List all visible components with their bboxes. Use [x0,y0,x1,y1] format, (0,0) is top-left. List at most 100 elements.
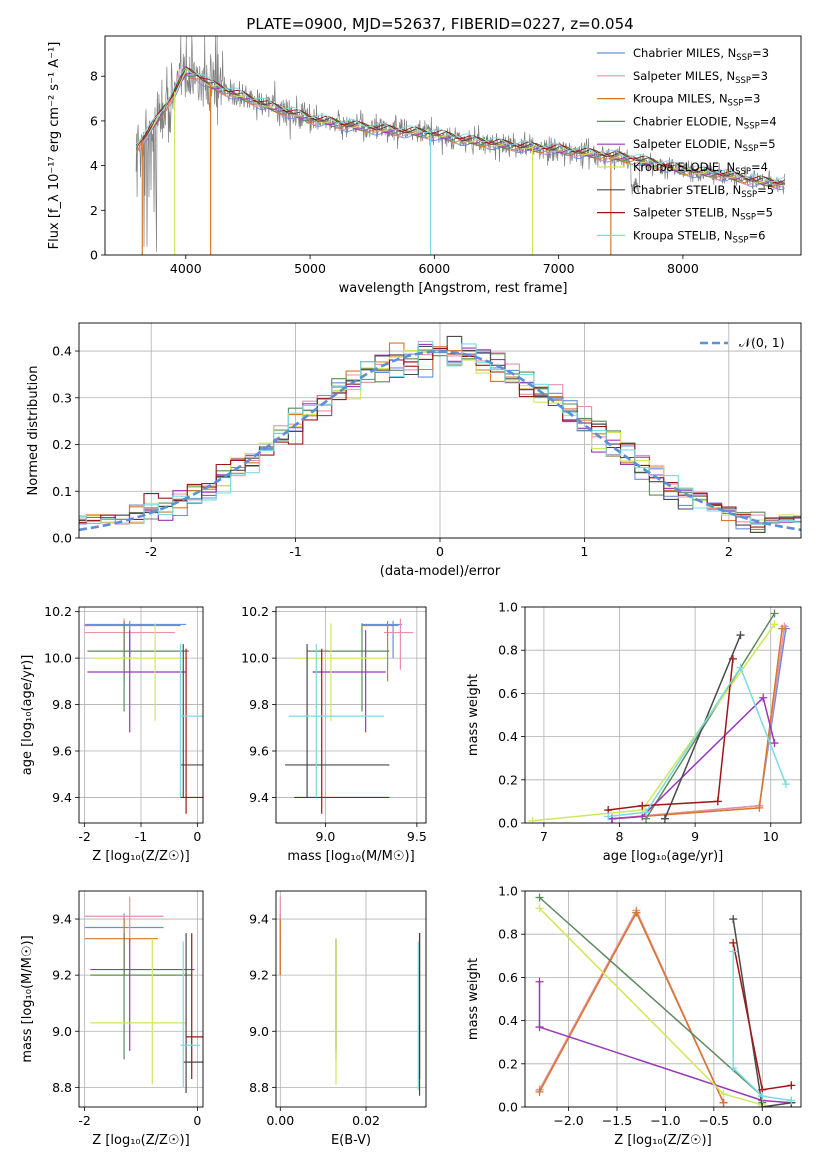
x-tick-label: 5000 [294,261,326,276]
panel-mass-vs-EBV: 0.00 0.02 8.8 9.0 9.2 9.4 E(B-V) [249,890,427,1148]
legend-label-salpeter-elodie: Salpeter ELODIE, NSSP=5 [633,137,776,154]
x-tick-label: 0 [436,544,444,559]
y-tick-label: 9.2 [249,968,269,983]
legend-label-chabrier-miles: Chabrier MILES, NSSP=3 [633,46,769,63]
errorbar-chabrier-elodie [87,623,189,712]
errorbar-salpeter-elodie [90,938,195,1051]
series-point-marker [728,654,737,663]
series-line [538,910,725,1104]
series-salpeter-stelib [604,654,737,815]
axes-frame [78,322,802,539]
x-axis-label: mass [log₁₀(M/M☉)] [287,849,414,864]
errorbar-salpeter-stelib [294,648,390,814]
x-tick-label: 9.5 [407,829,427,844]
legend-label-kroupa-miles: Kroupa MILES, NSSP=3 [633,92,760,109]
normal-distribution-curve [79,350,801,532]
x-tick-label: 0.02 [352,1113,380,1128]
series-chabrier-elodie [535,893,767,1107]
series-kroupa-stelib [604,663,790,821]
legend-label-main: Chabrier STELIB, N [633,183,741,197]
x-tick-label: 0.0 [752,1113,772,1128]
y-tick-label: 9.8 [52,697,72,712]
legend-label-kroupa-stelib: Kroupa STELIB, NSSP=6 [633,228,765,245]
y-tick-label: 9.2 [52,968,72,983]
series-salpeter-miles [535,906,728,1107]
series-point-marker [604,812,613,821]
legend-label-salpeter-miles: Salpeter MILES, NSSP=3 [633,69,768,86]
series-line [539,896,764,1103]
series-line [608,658,734,811]
legend-label-chabrier-elodie: Chabrier ELODIE, NSSP=4 [633,114,777,131]
plot-area [135,36,786,255]
series-line [645,613,776,820]
model-line-chabrier-elodie [135,74,785,187]
series-kroupa-stelib [729,947,796,1105]
legend-label-subscript: SSP [744,121,760,131]
series-line [664,634,742,819]
series-line [611,628,787,820]
y-tick-label: 0.0 [52,531,72,546]
axes-frame [275,606,427,824]
legend-label-main: Salpeter MILES, N [633,69,735,83]
plot-area [84,618,203,814]
errorbar-kroupa-stelib [179,644,203,798]
legend-label-chabrier-stelib: Chabrier STELIB, NSSP=5 [633,183,774,200]
legend-label-subscript: SSP [735,167,751,177]
axes-frame [524,606,802,824]
model-line-salpeter-stelib [135,65,786,184]
x-tick-label: 0 [193,829,201,844]
series-point-marker [787,1096,796,1105]
y-tick-label: 10.0 [241,651,269,666]
y-tick-label: 4 [90,158,98,173]
axes-frame [78,890,204,1108]
series-line [608,665,787,818]
errorbar-kroupa-elodie [93,623,187,721]
panel-residuals: -2 -1 0 1 2 0.0 0.1 0.2 0.3 0.4 (data-model)/error… [26,322,802,579]
x-tick-label: −1.0 [650,1113,680,1128]
panel-age-vs-mass: 9.0 9.5 9.4 9.6 9.8 10.0 10.2 mass [log₁₀(M/M☉)… [241,604,427,864]
legend-label-main: Kroupa STELIB, N [633,228,733,242]
y-tick-label: 10.0 [44,651,72,666]
legend-label-subscript: SSP [736,53,752,63]
series-point-marker [641,808,650,817]
errorbar-chabrier-miles [361,620,403,659]
legend-label-subscript: SSP [743,144,759,154]
errorbar-salpeter-elodie [87,630,187,733]
legend-label-tail: =3 [743,92,760,106]
series-line [611,626,786,820]
y-tick-label: 9.0 [52,1024,72,1039]
series-line [732,951,792,1102]
series-point-marker [535,1087,544,1096]
series-point-marker [535,1023,544,1032]
figure-title: PLATE=0900, MJD=52637, FIBERID=0227, z=0… [246,15,633,33]
y-tick-label: 9.0 [249,1024,269,1039]
x-axis-label: age [log₁₀(age/yr)] [603,849,724,864]
errorbar-chabrier-stelib [285,644,390,798]
errorbar-kroupa-elodie [294,623,386,721]
errorbar-chabrier-elodie [90,933,192,1060]
series-line [538,981,792,1104]
y-tick-label: 2 [90,203,98,218]
legend-label-main: Salpeter STELIB, N [633,206,740,220]
x-tick-label: 7 [540,829,548,844]
legend-label-main: Salpeter ELODIE, N [633,137,743,151]
plot-area [528,609,790,823]
panel-mass-vs-Z: -2 0 8.8 9.0 9.2 9.4 Z [log₁₀(Z/Z☉)] mass [log₁… [20,890,204,1148]
residuals-legend: 𝒩(0, 1) [700,335,785,350]
y-axis-label: mass [log₁₀(M/M☉)] [20,935,35,1062]
legend-label-main: Chabrier MILES, N [633,46,736,60]
plot-area [79,335,801,533]
errorbar-salpeter-stelib [186,933,203,1079]
plot-area [279,896,421,1096]
axes-frame [275,890,427,1108]
panel-spectrum: 4000 5000 6000 7000 8000 0 2 4 6 8 wavelength [Ang… [47,35,802,296]
series-point-marker [719,1090,728,1099]
x-tick-label: −0.5 [699,1113,729,1128]
legend-label-salpeter-stelib: Salpeter STELIB, NSSP=5 [633,206,773,223]
x-axis-label: E(B-V) [331,1133,371,1148]
series-chabrier-miles [535,908,728,1107]
series-point-marker [660,814,669,823]
series-point-marker [770,609,779,618]
